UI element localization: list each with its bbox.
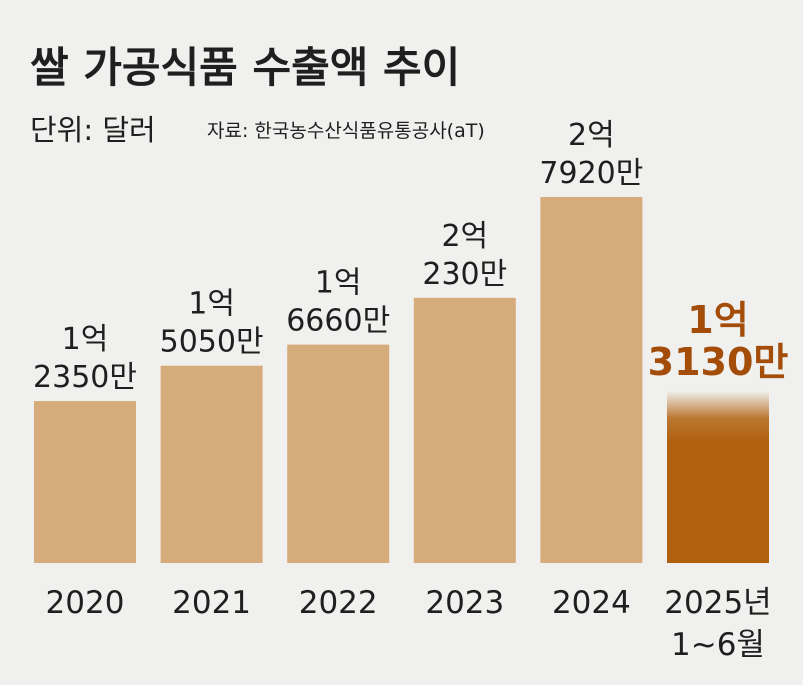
category-label-0-line-0: 2020: [46, 585, 125, 621]
unit-label: 단위: 달러: [30, 113, 156, 147]
value-label-3-line-0: 2억: [441, 219, 488, 254]
value-label-4: 2억 7920만: [539, 118, 643, 191]
value-label-0: 1억 2350만: [33, 322, 137, 395]
bar-3: [413, 297, 516, 563]
category-label-4-line-0: 2024: [552, 585, 631, 621]
value-label-4-line-0: 2억: [568, 118, 615, 153]
category-label-2: 2022: [299, 585, 378, 621]
category-label-1: 2021: [172, 585, 251, 621]
value-label-1-line-0: 1억: [188, 287, 235, 322]
value-label-1: 1억 5050만: [160, 287, 264, 360]
bar-5: [667, 390, 769, 563]
value-label-1-line-1: 5050만: [160, 325, 264, 360]
category-label-3-line-0: 2023: [425, 585, 504, 621]
bar-2: [287, 344, 390, 563]
value-label-2: 1억 6660만: [286, 266, 390, 339]
category-label-5: 2025년 1~6월: [664, 585, 771, 663]
bar-0: [34, 401, 136, 563]
category-label-0: 2020: [46, 585, 125, 621]
value-label-3-line-1: 230만: [422, 257, 507, 292]
value-label-5-line-1: 3130만: [648, 340, 789, 384]
value-label-3: 2억 230만: [422, 219, 507, 292]
category-label-5-line-1: 1~6월: [671, 627, 765, 663]
value-label-0-line-0: 1억: [62, 322, 109, 357]
category-label-2-line-0: 2022: [299, 585, 378, 621]
bar-1: [160, 365, 263, 563]
category-label-5-line-0: 2025년: [664, 585, 771, 621]
bar-4: [540, 197, 643, 563]
chart-title: 쌀 가공식품 수출액 추이: [30, 43, 460, 92]
value-label-2-line-0: 1억: [315, 266, 362, 301]
category-label-3: 2023: [425, 585, 504, 621]
value-label-5: 1억 3130만: [648, 298, 789, 384]
value-label-4-line-1: 7920만: [539, 156, 643, 191]
value-label-5-line-0: 1억: [687, 298, 748, 342]
value-label-2-line-1: 6660만: [286, 304, 390, 339]
value-label-0-line-1: 2350만: [33, 360, 137, 395]
category-label-1-line-0: 2021: [172, 585, 251, 621]
source-label: 자료: 한국농수산식품유통공사(aT): [207, 120, 485, 142]
category-label-4: 2024: [552, 585, 631, 621]
